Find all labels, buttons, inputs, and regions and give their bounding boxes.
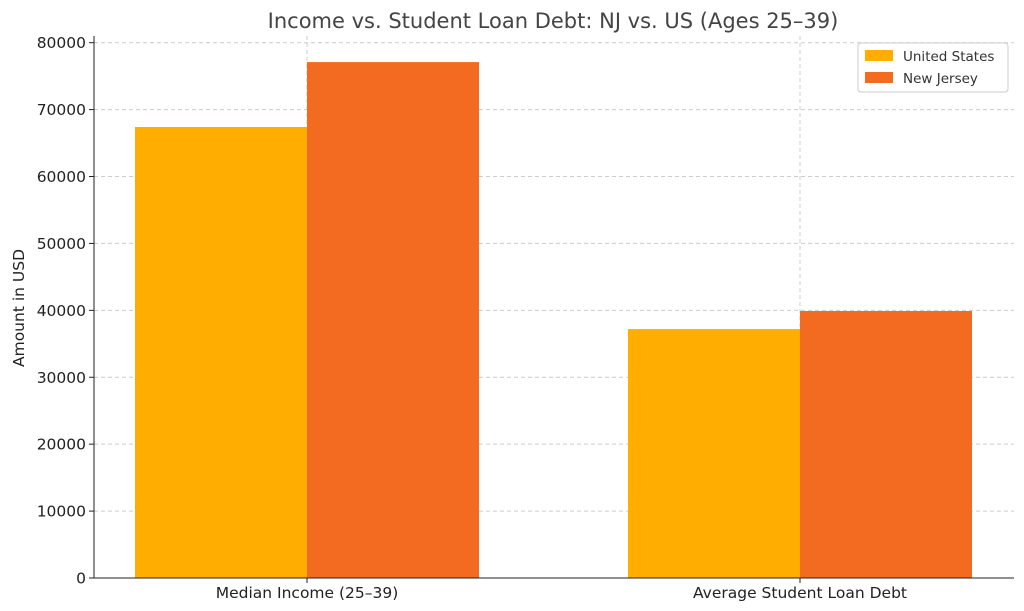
bar	[800, 311, 972, 578]
legend: United States New Jersey	[857, 42, 1009, 93]
bars	[135, 62, 972, 578]
y-tick-label: 0	[76, 570, 86, 588]
legend-label: United States	[903, 49, 994, 65]
bar	[307, 62, 479, 578]
y-tick-label: 60000	[37, 168, 86, 186]
y-tick-label: 80000	[37, 34, 86, 52]
legend-swatch	[865, 72, 893, 83]
legend-swatch	[865, 50, 893, 61]
chart-title: Income vs. Student Loan Debt: NJ vs. US …	[268, 9, 839, 33]
legend-label: New Jersey	[903, 71, 978, 87]
bar	[135, 127, 307, 578]
y-tick-label: 10000	[37, 503, 86, 521]
y-axis-label: Amount in USD	[10, 249, 28, 367]
x-tick-label: Average Student Loan Debt	[693, 584, 907, 602]
y-tick-label: 30000	[37, 369, 86, 387]
bar	[628, 329, 800, 578]
y-tick-label: 40000	[37, 302, 86, 320]
tick-labels: 0 10000 20000 30000 40000 50000 60000 70000 8000…	[37, 34, 907, 602]
y-tick-label: 50000	[37, 235, 86, 253]
x-tick-label: Median Income (25–39)	[216, 584, 399, 602]
legend-box	[857, 42, 1009, 93]
axes	[93, 36, 1014, 579]
y-tick-label: 70000	[37, 101, 86, 119]
y-tick-label: 20000	[37, 436, 86, 454]
